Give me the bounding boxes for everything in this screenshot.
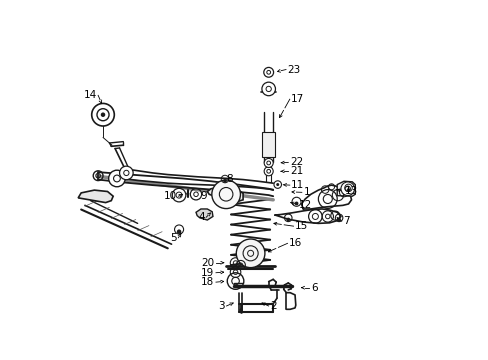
Text: 14: 14 [83,90,97,100]
Text: 19: 19 [201,268,214,278]
Circle shape [92,103,114,126]
Text: 5: 5 [170,233,177,243]
Bar [262,132,275,157]
Circle shape [346,188,350,192]
Polygon shape [207,187,243,201]
Polygon shape [196,209,213,220]
Circle shape [337,218,340,222]
Circle shape [223,179,226,183]
Circle shape [186,192,189,195]
Text: 2: 2 [270,301,276,311]
Text: 13: 13 [344,186,357,196]
Text: 10: 10 [163,191,177,201]
Text: 3: 3 [218,301,224,311]
Circle shape [294,202,298,205]
Text: 23: 23 [287,64,300,75]
Text: 1: 1 [303,187,309,197]
Text: 20: 20 [201,258,214,268]
Text: 16: 16 [288,238,302,248]
Text: 21: 21 [289,166,303,176]
Circle shape [276,183,279,186]
Circle shape [263,67,273,77]
Circle shape [262,82,275,96]
Text: 18: 18 [201,277,214,287]
Text: 15: 15 [294,221,308,231]
Circle shape [211,180,240,208]
Text: 6: 6 [310,283,317,293]
Circle shape [236,239,264,267]
Text: 7: 7 [343,216,349,226]
Circle shape [239,309,242,311]
Circle shape [108,170,125,187]
Circle shape [264,158,273,167]
Text: 9: 9 [200,191,206,201]
Text: 17: 17 [291,94,304,104]
Text: 4: 4 [198,212,204,222]
Circle shape [177,229,181,234]
Circle shape [101,112,105,117]
Text: 22: 22 [289,157,303,167]
Text: 12: 12 [299,199,312,210]
Text: 11: 11 [291,180,304,190]
Circle shape [264,167,273,176]
Circle shape [273,181,281,188]
Circle shape [286,217,289,221]
Circle shape [120,166,133,180]
Polygon shape [78,190,113,203]
Polygon shape [337,181,355,196]
Text: 8: 8 [226,174,233,184]
Circle shape [340,182,354,195]
